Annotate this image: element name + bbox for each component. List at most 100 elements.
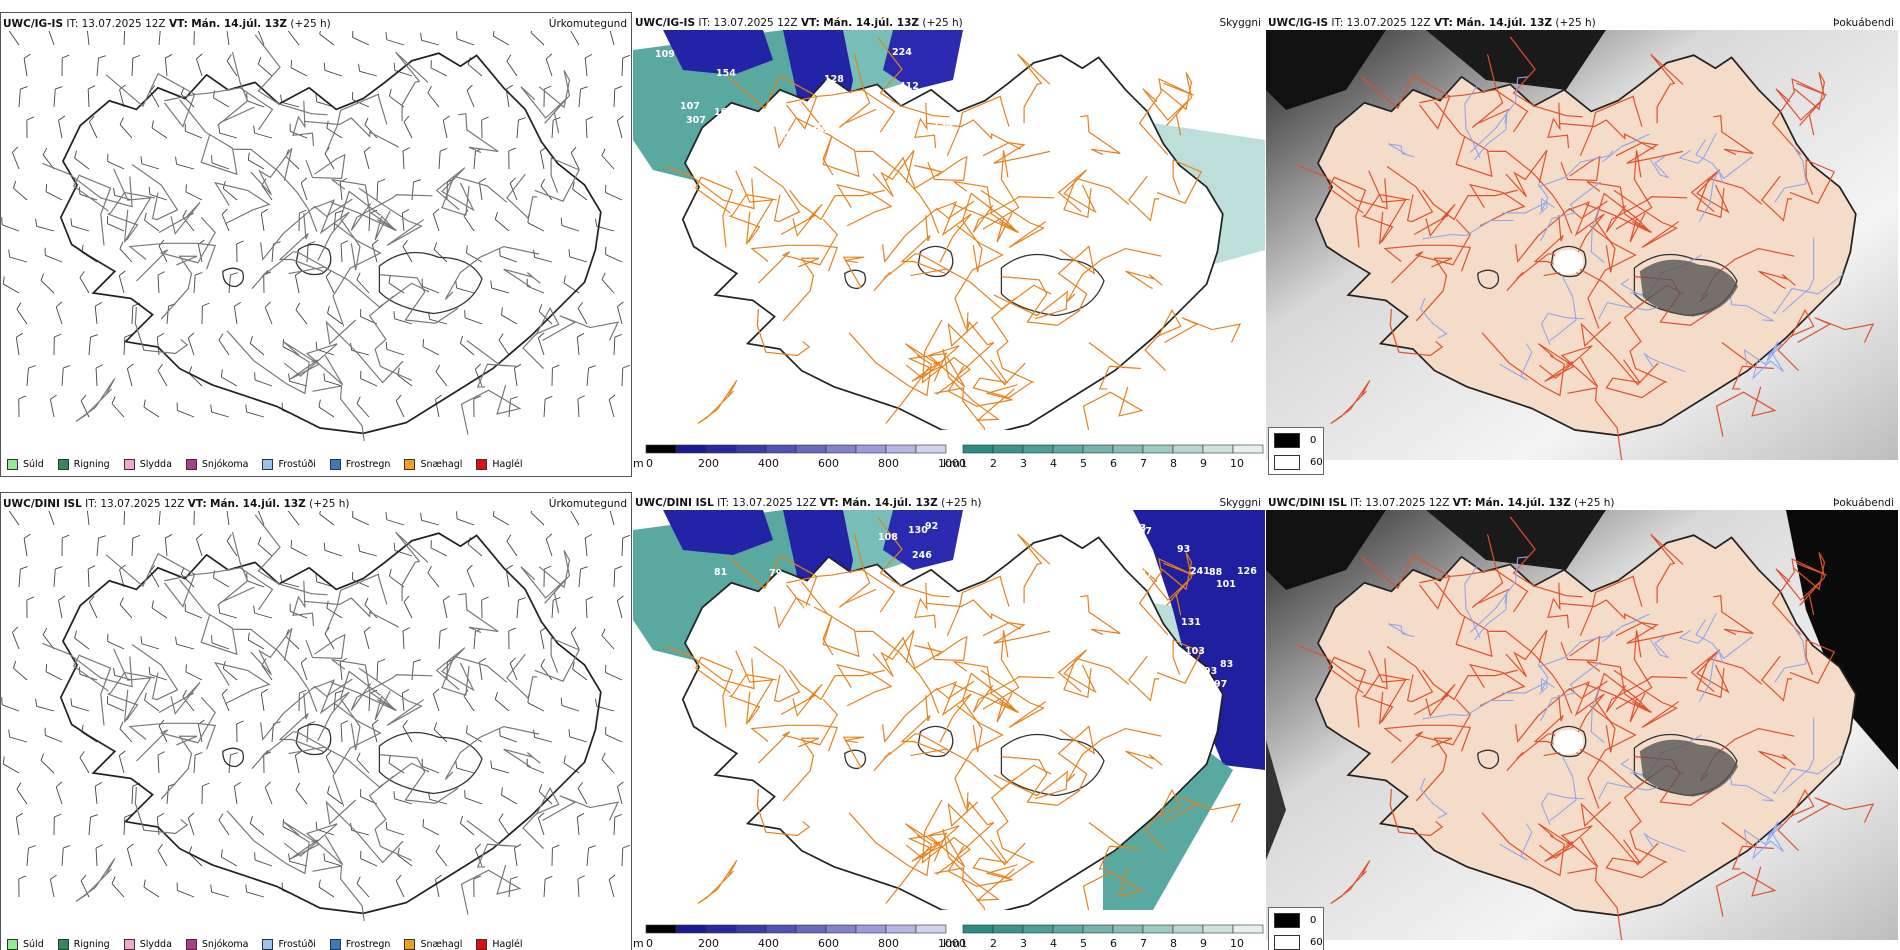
road-line bbox=[882, 200, 975, 263]
wind-barb bbox=[356, 752, 370, 774]
road-line bbox=[520, 86, 566, 134]
road-line bbox=[534, 637, 581, 682]
road-line bbox=[1605, 676, 1688, 713]
road-line bbox=[1777, 788, 1815, 852]
road-line bbox=[1368, 170, 1407, 245]
road-line bbox=[312, 865, 365, 921]
panel-fog-igis: UWC/IG-IS IT: 13.07.2025 12Z VT: Mán. 14… bbox=[1266, 12, 1898, 477]
wind-barb bbox=[459, 815, 475, 836]
wind-barb bbox=[1, 697, 20, 712]
road-line bbox=[542, 795, 620, 822]
low-visibility-area bbox=[1103, 740, 1233, 910]
wind-barb bbox=[148, 186, 168, 201]
wind-barb bbox=[53, 333, 62, 356]
panel-cloud-base-igis: UWC/IG-IS IT: 13.07.2025 12Z VT: Mán. 14… bbox=[633, 12, 1265, 477]
road-line bbox=[1721, 822, 1774, 870]
road-line bbox=[1368, 650, 1407, 725]
wind-barb bbox=[490, 280, 510, 294]
glacier-outline bbox=[844, 269, 867, 290]
road-line bbox=[1128, 175, 1160, 222]
wind-barb bbox=[157, 271, 165, 294]
wind-barb bbox=[55, 301, 63, 325]
wind-barb bbox=[466, 564, 475, 588]
cloud-base-value: 161 bbox=[795, 131, 815, 142]
wind-barb bbox=[498, 333, 510, 356]
wind-barb bbox=[58, 595, 66, 619]
wind-barb bbox=[363, 626, 371, 650]
wind-barb bbox=[595, 218, 615, 232]
river-line bbox=[1752, 831, 1784, 860]
road-line bbox=[1389, 309, 1444, 357]
cloud-base-value: 108 bbox=[878, 532, 898, 543]
wind-barb bbox=[226, 511, 230, 526]
road-line bbox=[697, 379, 738, 425]
visibility-bar-cell bbox=[1232, 444, 1264, 454]
cloud-base-bar-cell bbox=[855, 924, 887, 934]
river-line bbox=[1598, 301, 1661, 320]
road-line bbox=[1057, 169, 1097, 214]
fog-legend-swatch-0 bbox=[1274, 433, 1300, 448]
road-line bbox=[876, 36, 950, 118]
wind-barb bbox=[226, 534, 238, 557]
road-line bbox=[750, 724, 839, 752]
wind-barb bbox=[35, 698, 55, 712]
wind-barb bbox=[157, 844, 168, 867]
precip-legend-item: Haglél bbox=[476, 459, 523, 470]
road-line bbox=[75, 857, 116, 903]
wind-barb bbox=[352, 31, 370, 46]
precip-legend-item: Slydda bbox=[123, 939, 172, 950]
river-line bbox=[1540, 792, 1585, 825]
road-line bbox=[330, 201, 397, 241]
cloud-base-bar-cell bbox=[825, 444, 857, 454]
road-line bbox=[1547, 102, 1570, 149]
wind-barb bbox=[126, 843, 134, 867]
road-line bbox=[789, 189, 885, 221]
wind-barb bbox=[621, 364, 631, 387]
road-line bbox=[914, 102, 937, 149]
river-line bbox=[1650, 636, 1670, 659]
visibility-tick: 1 bbox=[960, 937, 967, 950]
precip-legend-swatch bbox=[7, 939, 18, 950]
wind-barb bbox=[420, 32, 440, 46]
wind-barb bbox=[526, 758, 545, 774]
road-line bbox=[1144, 788, 1182, 852]
cloud-base-bar-cell bbox=[915, 924, 947, 934]
road-line bbox=[774, 117, 834, 176]
glacier-outline bbox=[1550, 725, 1587, 758]
cloud-base-unit: m bbox=[633, 457, 644, 470]
road-line bbox=[250, 627, 293, 676]
wind-barb bbox=[228, 272, 238, 294]
wind-barb bbox=[569, 31, 580, 46]
wind-barb bbox=[218, 333, 230, 356]
road-line bbox=[1063, 177, 1130, 219]
wind-barb bbox=[249, 815, 265, 836]
wind-barb bbox=[397, 847, 413, 867]
glacier-outline bbox=[378, 251, 483, 315]
road-line bbox=[395, 51, 429, 122]
wind-barb bbox=[572, 181, 588, 201]
wind-barb bbox=[352, 511, 370, 526]
cloud-base-bar-cell bbox=[645, 924, 677, 934]
road-line bbox=[1125, 750, 1163, 770]
road-line bbox=[1413, 683, 1456, 717]
wind-barb bbox=[508, 396, 518, 418]
road-line bbox=[1509, 36, 1583, 118]
road-line bbox=[288, 266, 430, 308]
road-line bbox=[179, 99, 238, 176]
glacier-outline bbox=[222, 747, 245, 768]
fog-legend: 0 60 bbox=[1268, 427, 1324, 475]
road-line bbox=[1142, 88, 1188, 136]
road-line bbox=[1515, 680, 1608, 743]
cloud-base-value: 241 bbox=[1190, 566, 1210, 577]
precip-legend-swatch bbox=[185, 459, 197, 470]
wind-barb bbox=[88, 814, 98, 836]
road-line bbox=[1567, 387, 1623, 460]
wind-barb bbox=[123, 333, 133, 356]
wind-barb bbox=[358, 63, 378, 77]
cloud-base-map: 156 133 128 109 85 307 534 107 412 154 165 154 161 10… bbox=[633, 30, 1265, 430]
precip-legend-label: Frostúði bbox=[278, 939, 316, 950]
cloud-base-bar-cell bbox=[885, 924, 917, 934]
wind-barb bbox=[107, 216, 125, 232]
road-line bbox=[872, 629, 915, 678]
road-line bbox=[1585, 203, 1652, 243]
